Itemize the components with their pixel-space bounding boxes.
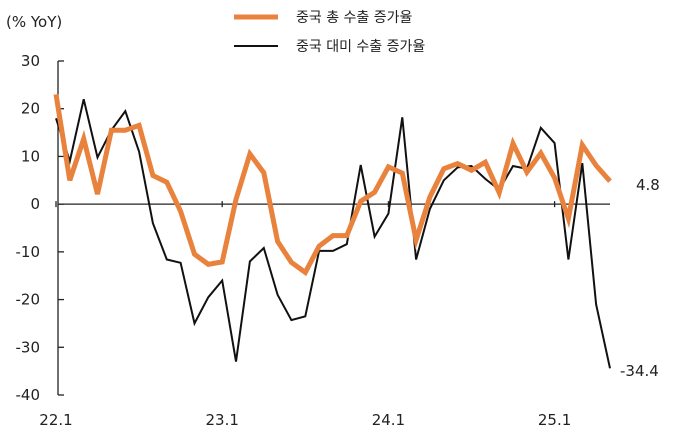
y-tick-label: -20: [16, 291, 41, 309]
series-line-us-exports: [55, 98, 611, 369]
x-tick-label: 24.1: [372, 411, 405, 429]
x-tick-label: 23.1: [205, 411, 238, 429]
legend-label-us-exports: 중국 대미 수출 증가율: [296, 39, 425, 55]
y-tick-label: -10: [16, 243, 41, 261]
x-tick-label: 22.1: [39, 411, 72, 429]
legend: 중국 총 수출 증가율 중국 대미 수출 증가율: [234, 10, 425, 55]
series-layer: [53, 94, 612, 369]
y-tick-label: 30: [21, 52, 40, 70]
y-tick-label: 10: [21, 147, 40, 165]
y-tick-label: 20: [21, 100, 40, 118]
end-value-label-us-exports: -34.4: [620, 362, 659, 380]
x-axis: 22.1 23.1 24.1 25.1: [39, 201, 610, 429]
x-tick-label: 25.1: [538, 411, 571, 429]
y-tick-label: -40: [16, 386, 41, 404]
y-tick-label: -30: [16, 338, 41, 356]
series-line-total-exports: [53, 94, 612, 277]
y-tick-label: 0: [30, 195, 40, 213]
end-value-label-total-exports: 4.8: [636, 176, 660, 194]
y-axis-unit-label: (% YoY): [6, 13, 62, 31]
legend-label-total-exports: 중국 총 수출 증가율: [296, 10, 413, 26]
